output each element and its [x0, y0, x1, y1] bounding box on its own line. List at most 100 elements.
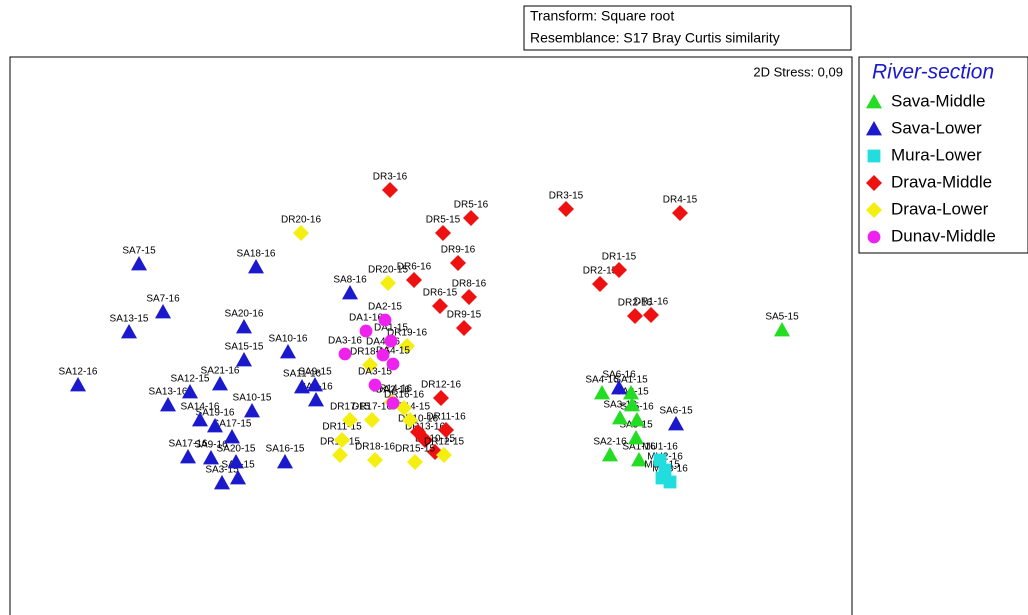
point-label: SA17-16: [169, 439, 208, 450]
marker: [386, 357, 400, 371]
marker: [417, 432, 433, 448]
point-label: SA2-16: [593, 437, 627, 448]
marker: [203, 450, 219, 465]
point-label: DR11-16: [426, 412, 466, 423]
point-label: DR17-15: [330, 402, 370, 413]
marker: [594, 385, 610, 400]
point-label: SA16-15: [266, 444, 305, 455]
marker: [558, 201, 574, 217]
legend-label: Sava-Middle: [891, 91, 986, 110]
marker: [308, 392, 324, 407]
marker: [592, 276, 608, 292]
marker: [368, 378, 382, 392]
marker: [364, 412, 380, 428]
info-line: Resemblance: S17 Bray Curtis similarity: [530, 30, 780, 46]
point-label: SA18-16: [237, 249, 276, 260]
marker: [668, 416, 684, 431]
marker: [155, 304, 171, 319]
point-label: SA1-15: [614, 375, 648, 386]
point-label: DA2-16: [376, 385, 410, 396]
point-label: DR13-16: [405, 422, 445, 433]
stress-label: 2D Stress: 0,09: [753, 64, 843, 79]
point-label: SA7-15: [122, 246, 156, 257]
point-label: DR15-15: [395, 444, 435, 455]
point-label: SA8-16: [333, 275, 367, 286]
marker: [407, 454, 423, 470]
point-label: DR1-15: [602, 252, 637, 263]
point-label: DA1-16: [349, 313, 383, 324]
point-label: DR4-15: [663, 195, 698, 206]
marker: [228, 454, 244, 469]
marker: [612, 410, 628, 425]
point-label: DA4-16: [366, 337, 400, 348]
point-label: DR3-16: [373, 172, 408, 183]
info-line: Transform: Square root: [530, 8, 674, 24]
point-label: SA20-15: [217, 444, 256, 455]
marker: [338, 347, 352, 361]
point-label: SA17-15: [213, 419, 252, 430]
marker: [653, 453, 667, 467]
marker: [192, 412, 208, 427]
marker: [624, 397, 640, 412]
marker: [611, 262, 627, 278]
point-label: DR14-16: [372, 384, 412, 395]
marker: [631, 452, 647, 467]
marker: [406, 272, 422, 288]
point-label: DR18-16: [355, 442, 395, 453]
marker: [236, 319, 252, 334]
legend-label: Drava-Middle: [891, 172, 992, 191]
legend-label: Mura-Lower: [891, 145, 982, 164]
point-label: DR5-16: [454, 200, 489, 211]
point-label: SA13-16: [149, 387, 188, 398]
marker: [628, 430, 644, 445]
legend-title: River-section: [872, 61, 994, 84]
plot-frame: [9, 56, 853, 615]
point-label: DA4-15: [376, 346, 410, 357]
legend-marker: [866, 202, 882, 218]
marker: [463, 210, 479, 226]
point-label: DR6-16: [397, 262, 432, 273]
marker: [663, 475, 677, 489]
point-label: DR18-15: [350, 347, 390, 358]
point-label: SA10-15: [233, 393, 272, 404]
marker: [378, 313, 392, 327]
point-label: SA14-16: [181, 402, 220, 413]
marker: [359, 324, 373, 338]
legend-marker: [866, 175, 882, 191]
point-label: SA6-16: [602, 370, 636, 381]
point-label: DR10-16: [398, 414, 438, 425]
marker: [602, 447, 618, 462]
legend-label: Drava-Lower: [891, 199, 989, 218]
point-label: SA19-16: [196, 408, 235, 419]
point-label: SA15-15: [225, 342, 264, 353]
point-label: SA7-16: [146, 294, 180, 305]
marker: [435, 225, 451, 241]
marker: [230, 470, 246, 485]
marker: [334, 432, 350, 448]
marker: [212, 376, 228, 391]
point-label: DA3-15: [358, 367, 392, 378]
marker: [672, 205, 688, 221]
marker: [382, 182, 398, 198]
marker: [386, 396, 400, 410]
marker: [627, 308, 643, 324]
point-label: DR9-16: [441, 245, 476, 256]
point-label: SA13-15: [110, 314, 149, 325]
marker: [367, 452, 383, 468]
point-label: DR12-16: [421, 380, 461, 391]
point-label: SA3-15: [205, 465, 239, 476]
point-label: DR8-16: [452, 279, 487, 290]
point-label: DR1-16: [634, 297, 669, 308]
point-label: SA12-16: [59, 367, 98, 378]
marker: [131, 256, 147, 271]
point-label: DR20-15: [368, 265, 408, 276]
point-label: DA1-15: [374, 323, 408, 334]
marker: [643, 307, 659, 323]
point-label: DR9-15: [447, 310, 482, 321]
marker: [456, 320, 472, 336]
point-label: SA9-15: [298, 367, 332, 378]
marker: [214, 475, 230, 490]
marker: [380, 275, 396, 291]
legend-marker: [866, 121, 882, 136]
